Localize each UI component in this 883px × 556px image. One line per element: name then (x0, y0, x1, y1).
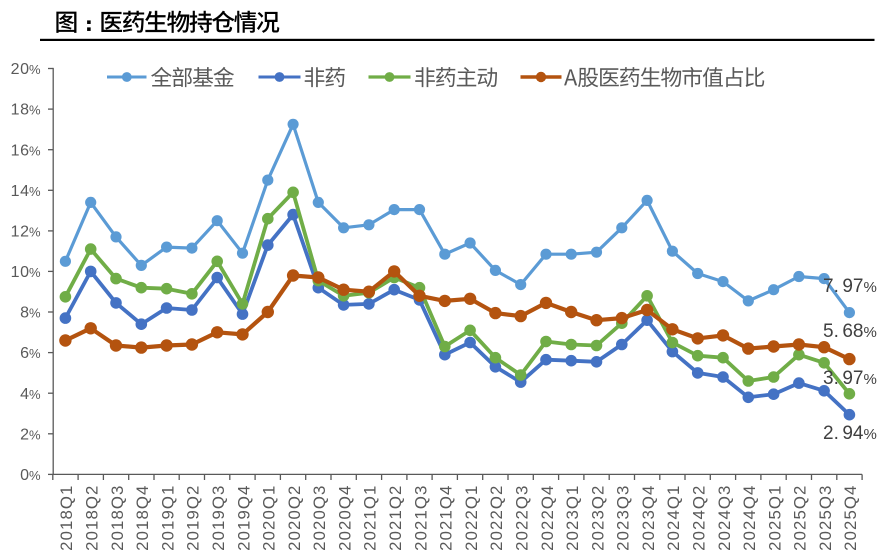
svg-text:20: 20 (11, 61, 30, 78)
svg-text:%: % (29, 225, 41, 240)
svg-text:14: 14 (11, 183, 30, 200)
svg-text:2024Q3: 2024Q3 (715, 485, 734, 551)
svg-text:8: 8 (20, 305, 30, 322)
svg-text:%: % (29, 387, 41, 402)
svg-text:16: 16 (11, 142, 30, 159)
svg-text:10: 10 (11, 264, 30, 281)
svg-text:2023Q1: 2023Q1 (563, 485, 582, 551)
svg-text:2025Q3: 2025Q3 (816, 485, 835, 551)
svg-text:2023Q3: 2023Q3 (614, 485, 633, 551)
svg-text:%: % (29, 306, 41, 321)
svg-text:2019Q2: 2019Q2 (184, 485, 203, 551)
svg-text:2019Q4: 2019Q4 (234, 485, 253, 551)
svg-text:2022Q3: 2022Q3 (513, 485, 532, 551)
svg-text:%: % (29, 468, 41, 483)
svg-text:2023Q4: 2023Q4 (639, 485, 658, 551)
svg-text:2019Q3: 2019Q3 (209, 485, 228, 551)
svg-text:2021Q3: 2021Q3 (411, 485, 430, 551)
svg-text:%: % (29, 265, 41, 280)
svg-text:2024Q2: 2024Q2 (690, 485, 709, 551)
svg-text:%: % (29, 346, 41, 361)
svg-text:2022Q2: 2022Q2 (487, 485, 506, 551)
svg-text:2020Q4: 2020Q4 (335, 485, 354, 551)
svg-text:3.97%: 3. 97% (823, 368, 877, 389)
svg-text:%: % (29, 427, 41, 442)
svg-text:18: 18 (11, 102, 30, 119)
svg-text:4: 4 (20, 386, 30, 403)
svg-text:2025Q1: 2025Q1 (765, 485, 784, 551)
svg-text:2021Q2: 2021Q2 (386, 485, 405, 551)
svg-text:2018Q1: 2018Q1 (57, 485, 76, 551)
svg-text:2020Q3: 2020Q3 (310, 485, 329, 551)
svg-text:5.68%: 5. 68% (823, 321, 877, 342)
svg-text:2020Q2: 2020Q2 (285, 485, 304, 551)
svg-text:%: % (29, 143, 41, 158)
svg-text:2024Q1: 2024Q1 (664, 485, 683, 551)
svg-text:%: % (29, 184, 41, 199)
svg-text:2018Q3: 2018Q3 (108, 485, 127, 551)
svg-text:2021Q1: 2021Q1 (361, 485, 380, 551)
svg-text:2018Q2: 2018Q2 (83, 485, 102, 551)
svg-text:7.97%: 7. 97% (823, 276, 877, 297)
svg-text:2019Q1: 2019Q1 (158, 485, 177, 551)
svg-text:2025Q2: 2025Q2 (791, 485, 810, 551)
svg-text:%: % (29, 103, 41, 118)
svg-text:2021Q4: 2021Q4 (437, 485, 456, 551)
svg-text:6: 6 (20, 345, 30, 362)
svg-text:12: 12 (11, 224, 30, 241)
svg-text:2018Q4: 2018Q4 (133, 485, 152, 551)
svg-text:2024Q4: 2024Q4 (740, 485, 759, 551)
svg-text:2: 2 (20, 426, 30, 443)
svg-text:2022Q4: 2022Q4 (538, 485, 557, 551)
svg-text:%: % (29, 62, 41, 77)
svg-text:2.94%: 2. 94% (823, 423, 877, 444)
svg-text:2020Q1: 2020Q1 (260, 485, 279, 551)
svg-text:0: 0 (20, 467, 30, 484)
svg-text:2022Q1: 2022Q1 (462, 485, 481, 551)
svg-text:2025Q4: 2025Q4 (841, 485, 860, 551)
svg-text:2023Q2: 2023Q2 (588, 485, 607, 551)
